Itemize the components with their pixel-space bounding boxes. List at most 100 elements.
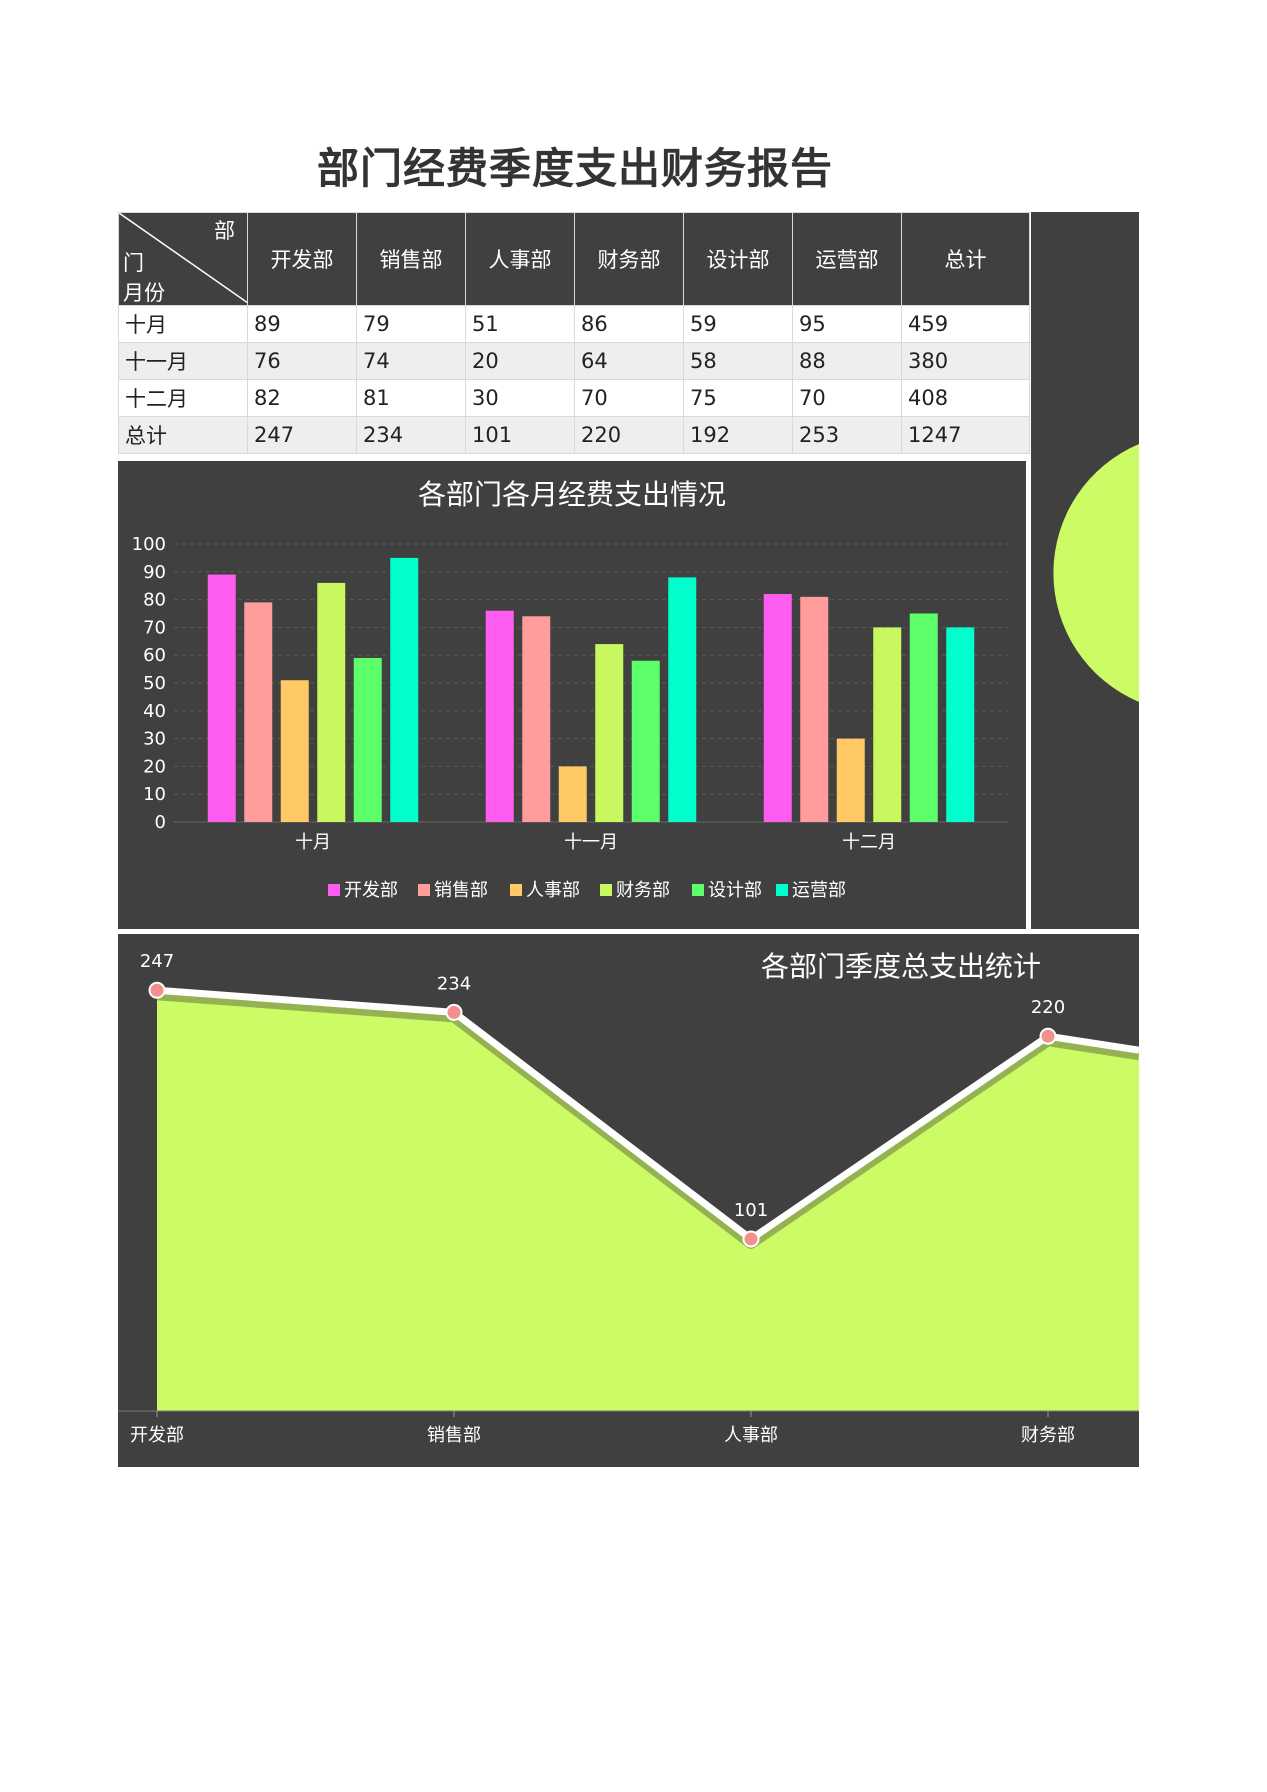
bar: [946, 627, 975, 822]
table-cell: 76: [247, 342, 357, 380]
table-cell: 380: [901, 342, 1030, 380]
legend-swatch: [692, 884, 704, 896]
table-cell: 74: [356, 342, 466, 380]
chart-title: 各部门季度总支出统计: [761, 950, 1041, 983]
bar: [317, 582, 346, 822]
area-chart: 各部门季度总支出统计 247 开发部 234 销售部 101 人事部 220 财务部: [118, 950, 1139, 1446]
legend-swatch: [510, 884, 522, 896]
table-cell: 59: [683, 305, 793, 343]
data-label: 220: [1031, 997, 1065, 1018]
table-cell: 1247: [901, 416, 1030, 454]
bar: [909, 613, 938, 822]
area-fill: [157, 990, 1139, 1411]
bar: [836, 738, 865, 822]
table-cell: 192: [683, 416, 793, 454]
table-cell: 247: [247, 416, 357, 454]
data-label: 247: [140, 951, 174, 972]
page-title: 部门经费季度支出财务报告: [316, 144, 833, 193]
table-cell: 86: [574, 305, 684, 343]
bar: [244, 602, 273, 822]
table-cell: 20: [465, 342, 575, 380]
table-cell: 79: [356, 305, 466, 343]
row-label: 总计: [118, 416, 248, 454]
x-tick-label: 人事部: [724, 1425, 778, 1446]
legend-label: 人事部: [526, 880, 580, 901]
y-tick-label: 70: [143, 617, 166, 638]
corner-header-cell: 部 门 月份: [118, 212, 248, 306]
table-cell: 408: [901, 379, 1030, 417]
header-finance: 财务部: [574, 212, 684, 306]
y-tick-label: 0: [155, 812, 166, 833]
pie-slice-partial: [1053, 444, 1139, 702]
x-tick-label: 财务部: [1021, 1425, 1075, 1446]
side-chart-panel: [1031, 212, 1139, 929]
x-tick-label: 十一月: [564, 832, 618, 853]
bar: [353, 657, 382, 822]
bar: [800, 596, 829, 822]
x-tick-label: 十二月: [842, 832, 896, 853]
data-point: [148, 981, 166, 999]
x-tick-label: 销售部: [427, 1425, 481, 1446]
bar: [207, 574, 236, 822]
y-tick-label: 90: [143, 562, 166, 583]
bar: [390, 557, 419, 822]
data-label: 234: [437, 973, 471, 994]
row-label: 十一月: [118, 342, 248, 380]
table-cell: 75: [683, 379, 793, 417]
corner-dept-label: 部: [214, 219, 235, 243]
data-point: [1039, 1027, 1057, 1045]
table-cell: 234: [356, 416, 466, 454]
y-tick-label: 30: [143, 729, 166, 750]
header-design: 设计部: [683, 212, 793, 306]
legend-label: 销售部: [434, 880, 488, 901]
corner-dept-label-2: 门: [123, 251, 144, 275]
header-total: 总计: [901, 212, 1030, 306]
table-cell: 253: [792, 416, 902, 454]
table-cell: 58: [683, 342, 793, 380]
bar: [522, 616, 551, 822]
table-row-total: 总计 247 234 101 220 192 253 1247: [118, 416, 1030, 454]
legend-label: 设计部: [708, 880, 762, 901]
table-cell: 81: [356, 379, 466, 417]
header-operations: 运营部: [792, 212, 902, 306]
y-tick-label: 20: [143, 756, 166, 777]
data-label: 101: [734, 1200, 768, 1221]
legend-label: 财务部: [616, 880, 670, 901]
table-row: 十一月 76 74 20 64 58 88 380: [118, 342, 1030, 380]
bar: [280, 680, 309, 822]
table-cell: 89: [247, 305, 357, 343]
chart-title: 各部门各月经费支出情况: [418, 478, 726, 511]
row-label: 十月: [118, 305, 248, 343]
table-cell: 88: [792, 342, 902, 380]
table-cell: 64: [574, 342, 684, 380]
y-tick-label: 100: [132, 534, 166, 555]
expense-table: 部 门 月份 开发部 销售部 人事部 财务部 设计部 运营部 总计 十月 89 …: [118, 212, 1030, 454]
table-cell: 95: [792, 305, 902, 343]
legend-swatch: [328, 884, 340, 896]
diagonal-line: [119, 213, 248, 303]
y-tick-label: 40: [143, 701, 166, 722]
y-tick-label: 60: [143, 645, 166, 666]
x-tick-label: 十月: [295, 832, 331, 853]
bar-chart: 各部门各月经费支出情况 0 10 20 30 40 50 60 70 80 90 100 十月 十一月 十二…: [132, 478, 1008, 901]
legend-swatch: [776, 884, 788, 896]
table-cell: 70: [792, 379, 902, 417]
y-tick-label: 80: [143, 590, 166, 611]
legend-label: 运营部: [792, 880, 846, 901]
bar-chart-panel: 各部门各月经费支出情况 0 10 20 30 40 50 60 70 80 90 100 十月 十一月 十二…: [118, 461, 1026, 929]
legend-label: 开发部: [344, 880, 398, 901]
bar: [631, 660, 660, 822]
side-chart-partial: [1053, 444, 1139, 702]
bar: [558, 766, 587, 822]
row-label: 十二月: [118, 379, 248, 417]
y-tick-label: 10: [143, 784, 166, 805]
table-cell: 82: [247, 379, 357, 417]
corner-month-label: 月份: [123, 281, 165, 305]
header-dev: 开发部: [247, 212, 357, 306]
y-tick-label: 50: [143, 673, 166, 694]
legend-swatch: [600, 884, 612, 896]
area-chart-panel: 各部门季度总支出统计 247 开发部 234 销售部 101 人事部 220 财务部: [118, 934, 1139, 1467]
table-cell: 30: [465, 379, 575, 417]
bar: [763, 594, 792, 822]
x-tick-label: 开发部: [130, 1425, 184, 1446]
